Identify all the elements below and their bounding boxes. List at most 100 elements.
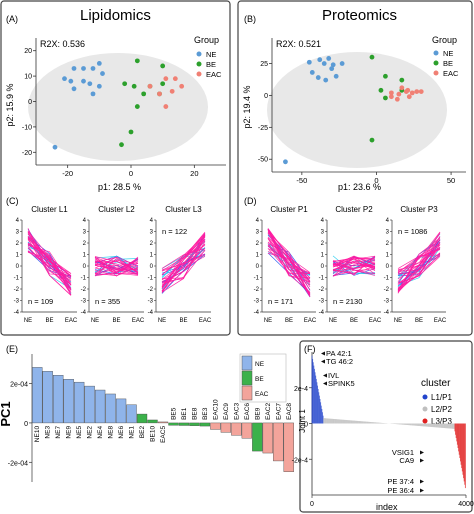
data-point-ne	[309, 70, 315, 75]
annotation-label: TG 46:2	[326, 357, 353, 366]
annotation-arrow	[321, 359, 325, 364]
y-tick-label: -4	[319, 310, 325, 316]
data-point-eac	[406, 94, 412, 100]
r2x-label: R2X: 0.536	[40, 39, 85, 49]
profile-line	[27, 231, 72, 284]
bar	[199, 422, 211, 427]
annotation-label: PA 42:1	[326, 349, 352, 358]
y-tick-label: -3	[319, 299, 325, 305]
y-tick-label: 3	[83, 230, 87, 236]
profile-line	[332, 256, 376, 275]
bar-category-label: NE7	[55, 426, 62, 439]
cluster-title: Cluster P1	[270, 205, 308, 214]
data-point-eac	[418, 89, 424, 94]
cluster-title: Cluster P3	[400, 205, 438, 214]
y-tick-label: -3	[81, 299, 87, 305]
data-point-ne	[52, 144, 58, 150]
profile-line	[94, 268, 139, 274]
y-tick-label: 4	[321, 218, 325, 224]
y-tick-label: 0	[150, 264, 154, 270]
bar	[32, 367, 43, 424]
cluster-count: n = 1086	[398, 227, 427, 236]
legend-swatch-eac	[433, 70, 439, 76]
x-tick-label: BE	[45, 318, 53, 324]
legend-label-ne: NE	[443, 49, 453, 58]
bar	[115, 398, 127, 424]
profile-line	[94, 260, 139, 272]
profile-line	[397, 241, 441, 275]
legend-swatch-be	[241, 370, 253, 386]
data-point-ne	[62, 76, 67, 82]
x-tick-label: NE	[24, 318, 32, 324]
legend-title: Group	[194, 35, 219, 45]
profile-line	[332, 260, 376, 269]
data-point-ne	[81, 78, 86, 84]
profile-line	[161, 247, 206, 294]
y-tick-label: 4	[16, 218, 20, 224]
y-tick-label: -2	[384, 287, 390, 293]
profile-line	[27, 239, 72, 291]
x-tick-label: EAC	[199, 318, 212, 324]
data-point-ne	[96, 61, 102, 66]
y-tick-label: 1	[16, 253, 20, 259]
data-point-ne	[333, 73, 339, 79]
y-tick-label: 1	[256, 253, 260, 259]
data-point-ne	[315, 75, 321, 80]
bar-category-label: BE5	[170, 407, 177, 420]
bar-category-label: EAC6	[244, 403, 251, 420]
annotation-label: IVL	[328, 371, 339, 380]
bar	[147, 419, 158, 424]
x-tick-label: -20	[62, 169, 73, 178]
profile-line	[27, 245, 72, 285]
x-tick-label: 4000	[458, 501, 474, 508]
y-tick-label: -4	[384, 310, 390, 316]
bar	[210, 422, 221, 430]
y-tick-label: 0	[256, 264, 260, 270]
bar-category-label: EAC7	[275, 403, 282, 420]
panel-letter-e: (E)	[6, 344, 18, 354]
bar-category-label: NE5	[76, 426, 83, 439]
data-point-eac	[409, 90, 415, 96]
bar	[42, 371, 53, 424]
legend-swatch-be	[196, 61, 202, 67]
y-tick-label: -1	[81, 276, 87, 282]
bar	[136, 413, 148, 424]
cluster-count: n = 2130	[333, 297, 362, 306]
data-point-ne	[90, 91, 96, 97]
y-tick-label: -2e-04	[8, 460, 28, 467]
bar	[252, 422, 263, 452]
y-tick-label: 0	[304, 422, 308, 429]
data-point-eac	[163, 104, 169, 109]
data-point-be	[160, 63, 166, 69]
bar	[241, 422, 252, 439]
y-tick-label: 2	[83, 241, 87, 247]
data-point-ne	[100, 71, 105, 76]
x-tick-label: NE	[264, 318, 272, 324]
bar-category-label: EAC8	[286, 403, 293, 420]
y-axis-label: Joint 1	[298, 409, 307, 433]
profile-line	[94, 261, 139, 276]
data-point-eac	[388, 90, 394, 96]
x-tick-label: BE	[179, 318, 187, 324]
legend-label-l1p1: L1/P1	[431, 393, 452, 402]
bar-category-label: NE2	[87, 426, 94, 439]
bar	[84, 385, 95, 424]
bar	[283, 422, 294, 472]
profile-line	[397, 237, 441, 292]
annotation-label: PE 36:4	[387, 486, 414, 495]
bar-category-label: BE2	[139, 426, 146, 439]
y-tick-label: 4	[83, 218, 87, 224]
legend-swatch-l1p1	[422, 394, 428, 400]
profile-line	[161, 249, 206, 279]
annotation-arrow	[420, 488, 424, 493]
data-point-be	[383, 73, 388, 79]
profile-line	[332, 258, 376, 275]
y-tick-label: -2	[81, 287, 87, 293]
bar-category-label: EAC2	[265, 403, 272, 420]
profile-line	[161, 231, 206, 272]
y-tick-label: 10	[24, 74, 32, 81]
profile-line	[397, 255, 441, 287]
proteomics-panel-frame	[237, 0, 473, 336]
x-tick-label: 0	[129, 169, 133, 178]
legend-swatch-ne	[241, 355, 253, 371]
